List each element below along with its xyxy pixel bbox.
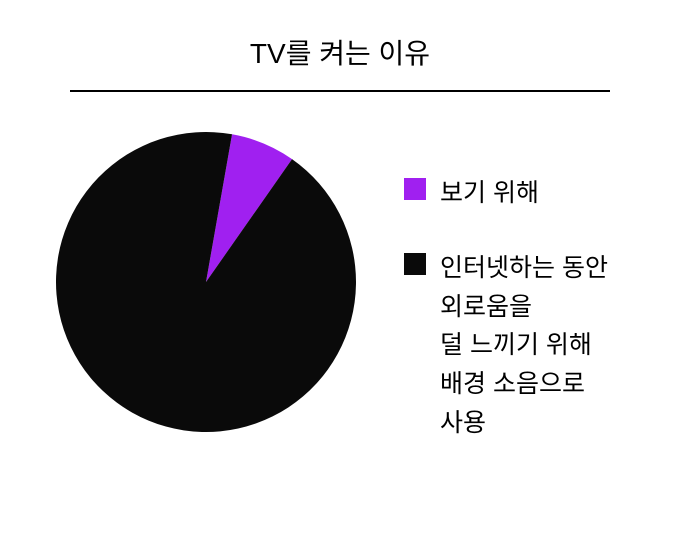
legend-item: 보기 위해 — [404, 174, 608, 213]
legend: 보기 위해 인터넷하는 동안 외로움을 덜 느끼기 위해 배경 소음으로 사용 — [404, 174, 608, 443]
chart-title: TV를 켜는 이유 — [250, 32, 430, 72]
title-divider — [70, 90, 610, 92]
legend-swatch-1 — [404, 253, 426, 275]
legend-swatch-0 — [404, 178, 426, 200]
legend-label-0: 보기 위해 — [440, 174, 539, 213]
legend-label-1: 인터넷하는 동안 외로움을 덜 느끼기 위해 배경 소음으로 사용 — [440, 249, 608, 443]
chart-container: 보기 위해 인터넷하는 동안 외로움을 덜 느끼기 위해 배경 소음으로 사용 — [0, 132, 680, 443]
pie-chart — [56, 132, 356, 432]
legend-item: 인터넷하는 동안 외로움을 덜 느끼기 위해 배경 소음으로 사용 — [404, 249, 608, 443]
pie-slice — [56, 132, 356, 432]
